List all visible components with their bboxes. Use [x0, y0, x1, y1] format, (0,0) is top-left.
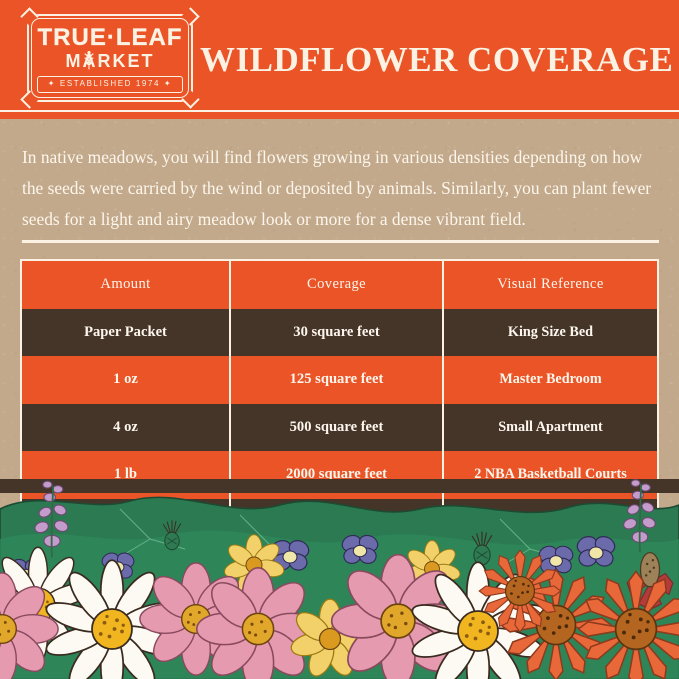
cell-visual-reference: 2 NBA Basketball Courts [474, 466, 627, 483]
table-row: 5 lb 10,000 square feet ½ Acre/Half a fo… [22, 498, 657, 546]
cell-amount: 25 lb [110, 561, 141, 578]
table-row: 1 lb 2000 square feet 2 NBA Basketball C… [22, 451, 657, 499]
wheat-sheaf-icon [81, 50, 97, 70]
table-row: 1 oz 125 square feet Master Bedroom [22, 356, 657, 404]
cell-amount: 4 oz [113, 418, 138, 435]
cell-visual-reference: Small Apartment [498, 418, 603, 435]
intro-divider [22, 240, 659, 243]
header-banner: TRUE·LEAF MARKET ✦ ESTABLISHED 1974 ✦ Wi… [0, 0, 679, 119]
cell-coverage: 500 square feet [229, 403, 444, 451]
cell-visual-reference: ½ Acre/Half a football field [468, 513, 633, 530]
logo-wordmark-line-1: TRUE·LEAF [37, 24, 183, 51]
cell-coverage: 125 square feet [229, 356, 444, 404]
table-row: Paper Packet 30 square feet King Size Be… [22, 308, 657, 356]
cell-coverage: 30 square feet [229, 308, 444, 356]
cell-amount: 1 oz [113, 371, 138, 388]
cell-visual-reference: 1 Acre/football field [490, 561, 611, 578]
cell-coverage: 2000 square feet [229, 451, 444, 499]
page-title: Wildflower Coverage Chart [200, 40, 679, 79]
coverage-table: Amount Coverage Visual Reference Paper P… [20, 259, 659, 592]
intro-paragraph: In native meadows, you will find flowers… [22, 147, 652, 229]
cell-visual-reference: Master Bedroom [499, 371, 602, 388]
logo-frame-inner [31, 18, 189, 98]
column-header-amount: Amount [100, 276, 151, 293]
table-header-row: Amount Coverage Visual Reference [22, 261, 657, 309]
logo-wordmark-line-2: MARKET [65, 51, 155, 71]
cell-amount: 5 lb [113, 513, 138, 530]
logo-frame-outer [20, 7, 200, 109]
table-row: 25 lb 50,000 square feet 1 Acre/football… [22, 546, 657, 590]
brand-logo[interactable]: TRUE·LEAF MARKET ✦ ESTABLISHED 1974 ✦ [20, 7, 200, 109]
cell-amount: 1 lb [113, 466, 138, 483]
header-bottom-band [0, 112, 679, 119]
cell-amount: Paper Packet [84, 323, 167, 340]
column-header-coverage: Coverage [229, 261, 444, 309]
column-header-visual-reference: Visual Reference [497, 276, 604, 293]
cell-coverage: 10,000 square feet [229, 498, 444, 546]
cell-visual-reference: King Size Bed [507, 323, 594, 340]
logo-established-badge: ✦ ESTABLISHED 1974 ✦ [37, 76, 183, 93]
header-divider-line [0, 110, 679, 112]
cell-coverage: 50,000 square feet [229, 546, 444, 590]
table-row: 4 oz 500 square feet Small Apartment [22, 403, 657, 451]
